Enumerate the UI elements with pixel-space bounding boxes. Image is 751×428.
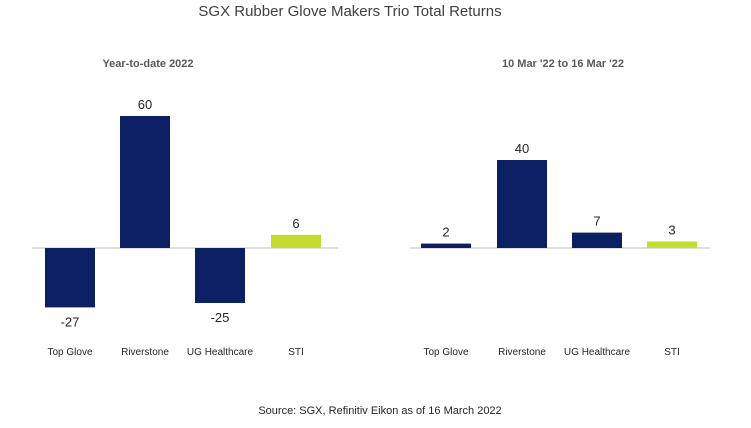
category-label: Top Glove <box>423 347 468 358</box>
bar <box>497 160 547 248</box>
category-label: Top Glove <box>47 347 92 358</box>
bar <box>572 232 622 248</box>
panel-subtitle: 10 Mar '22 to 16 Mar '22 <box>502 58 624 70</box>
category-label: UG Healthcare <box>564 347 631 358</box>
panel-year-to-date: Year-to-date 2022 -27 Top Glove 60 Riversto… <box>32 58 338 358</box>
bar <box>120 116 170 248</box>
category-label: Riverstone <box>121 347 169 358</box>
data-label: -25 <box>211 310 230 325</box>
data-label: 40 <box>515 141 529 156</box>
category-label: STI <box>664 347 680 358</box>
category-label: UG Healthcare <box>187 347 254 358</box>
data-label: 60 <box>138 97 152 112</box>
category-label: STI <box>288 347 304 358</box>
data-label: 2 <box>442 225 449 240</box>
category-label: Riverstone <box>498 347 546 358</box>
chart-title: SGX Rubber Glove Makers Trio Total Retur… <box>198 3 501 20</box>
data-label: 6 <box>292 216 299 231</box>
bar <box>421 243 471 248</box>
panel-subtitle: Year-to-date 2022 <box>102 58 193 70</box>
data-label: 7 <box>593 214 600 229</box>
bar <box>45 248 95 308</box>
bar <box>195 248 245 303</box>
data-label: 3 <box>668 222 675 237</box>
panel-weekly: 10 Mar '22 to 16 Mar '22 2 Top Glove 40 Riv… <box>410 58 710 358</box>
bar <box>271 234 321 248</box>
source-note: Source: SGX, Refinitiv Eikon as of 16 Ma… <box>258 405 501 417</box>
data-label: -27 <box>61 314 80 329</box>
bar <box>647 241 697 248</box>
